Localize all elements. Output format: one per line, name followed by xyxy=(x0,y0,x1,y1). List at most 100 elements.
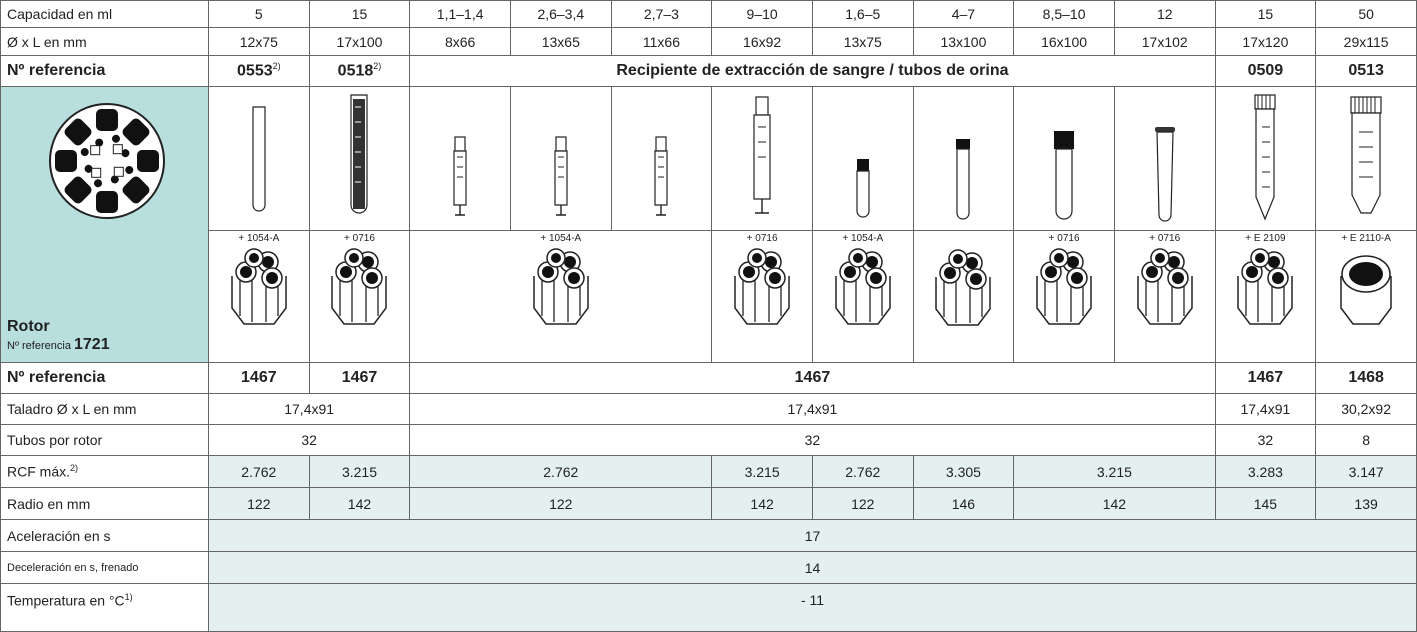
row-label: Taladro Ø x L en mm xyxy=(0,393,209,425)
bucket-cell: + 1054-A xyxy=(409,230,713,363)
tube-cell xyxy=(811,86,914,231)
value-cell: 1468 xyxy=(1315,362,1417,394)
value-cell: 1,1–1,4 xyxy=(409,0,511,28)
bucket-cell: + 1054-A xyxy=(208,230,310,363)
value-cell: 30,2x92 xyxy=(1315,393,1417,425)
bucket-illustration xyxy=(1136,248,1193,325)
row-label: Radio en mm xyxy=(0,487,209,520)
value-cell: 32 xyxy=(207,424,411,456)
table-row: Capacidad en ml 5 15 1,1–1,4 2,6–3,4 2,7–3 9–1… xyxy=(0,0,1417,28)
value-cell: 13x75 xyxy=(811,27,914,56)
tube-cell xyxy=(208,86,310,231)
tube-cell xyxy=(1113,86,1216,231)
tube-cell xyxy=(711,86,813,231)
value-cell: 17 xyxy=(208,519,1417,552)
bucket-cell: + 0716 xyxy=(1113,230,1216,363)
value-cell: 3.215 xyxy=(308,455,411,488)
bucket-illustration xyxy=(533,248,589,325)
value-cell: 3.215 xyxy=(711,455,813,488)
tube-cell xyxy=(1013,86,1115,231)
value-cell: 4–7 xyxy=(912,0,1015,28)
bucket-illustration xyxy=(835,248,891,325)
value-cell: 17,4x91 xyxy=(207,393,411,425)
rotor-title: Rotor xyxy=(7,318,50,335)
row-label: Ø x L en mm xyxy=(0,27,209,56)
row-label: Temperatura en °C1) xyxy=(0,583,209,632)
value-cell: 9–10 xyxy=(711,0,813,28)
reference-cell: 0513 xyxy=(1315,55,1417,87)
bucket-illustration xyxy=(734,248,790,325)
value-cell: 2.762 xyxy=(409,455,713,488)
table-row: Radio en mm 122 142 122 142 122 146 142 145 139 xyxy=(0,487,1417,520)
value-cell: 17x102 xyxy=(1113,27,1216,56)
rotor-cell: Rotor Nº referencia 1721 xyxy=(0,86,209,363)
value-cell: 139 xyxy=(1315,487,1417,520)
tube-illustration xyxy=(956,139,971,220)
adapter-label: + 1054-A xyxy=(540,233,582,244)
tube-illustration xyxy=(453,136,467,216)
row-label: Tubos por rotor xyxy=(0,424,209,456)
value-cell: 3.215 xyxy=(1013,455,1216,488)
reference-text: 0553 xyxy=(237,62,273,80)
reference-cell: 05182) xyxy=(308,55,411,87)
row-label-text: Radio en mm xyxy=(7,495,91,512)
value-cell: 3.147 xyxy=(1315,455,1417,488)
bucket-illustration xyxy=(331,248,388,325)
value-cell: 32 xyxy=(409,424,1216,456)
row-label-text: Capacidad en ml xyxy=(7,6,113,22)
tube-illustration xyxy=(1054,131,1075,220)
tube-illustration xyxy=(1350,96,1382,214)
row-label: Deceleración en s, frenado xyxy=(0,551,209,584)
value-cell: 12x75 xyxy=(208,27,310,56)
adapter-label: + E 2110-A xyxy=(1341,233,1391,244)
table-row: Deceleración en s, frenado 14 xyxy=(0,551,1417,584)
value-cell: 8 xyxy=(1315,424,1417,456)
table-row: Rotor Nº referencia 1721 xyxy=(0,86,1417,363)
reference-text: 0513 xyxy=(1348,62,1384,79)
value-cell: 50 xyxy=(1315,0,1417,28)
table-row: Nº referencia 05532) 05182) Recipiente de e… xyxy=(0,55,1417,87)
adapter-label: + 1054-A xyxy=(842,233,884,244)
value-cell: 1467 xyxy=(1214,362,1317,394)
value-cell: 3.305 xyxy=(912,455,1015,488)
tube-cell xyxy=(509,86,612,231)
bucket-cell xyxy=(912,230,1015,363)
bucket-cell: + 0716 xyxy=(711,230,813,363)
footnote-mark: 1) xyxy=(124,592,133,602)
value-cell: 142 xyxy=(1013,487,1216,520)
row-label: Nº referencia xyxy=(0,55,209,87)
value-cell: 2.762 xyxy=(811,455,914,488)
rotor-caption: Rotor Nº referencia 1721 xyxy=(7,318,110,354)
tube-cell xyxy=(308,86,411,231)
rotor-illustration xyxy=(49,103,165,219)
table-row: Temperatura en °C1) - 11 xyxy=(0,583,1417,632)
adapter-label-empty xyxy=(914,233,1013,245)
adapter-label: + 1054-A xyxy=(238,233,280,244)
tube-cell xyxy=(1214,86,1317,231)
value-cell: 122 xyxy=(208,487,310,520)
footnote-mark: 2) xyxy=(70,463,79,474)
row-label: RCF máx.2) xyxy=(0,455,209,488)
value-cell: 1467 xyxy=(208,362,310,394)
reference-cell: 05532) xyxy=(208,55,310,87)
bucket-cell: + E 2110-A xyxy=(1315,230,1417,363)
tube-illustration xyxy=(350,94,369,214)
value-cell: 16x92 xyxy=(711,27,813,56)
value-cell: 142 xyxy=(711,487,813,520)
adapter-label: + E 2109 xyxy=(1245,233,1286,244)
tube-illustration xyxy=(554,136,568,216)
bucket-cell: + 1054-A xyxy=(811,230,914,363)
row-label-text: Temperatura en °C xyxy=(7,592,125,609)
tube-cell xyxy=(1315,86,1417,231)
value-cell: 122 xyxy=(409,487,713,520)
value-cell: 13x100 xyxy=(912,27,1015,56)
row-label: Nº referencia xyxy=(0,362,209,394)
value-cell: 17,4x91 xyxy=(1214,393,1317,425)
bucket-cell: + 0716 xyxy=(1013,230,1115,363)
tube-illustration xyxy=(753,96,771,214)
value-cell: 17x100 xyxy=(308,27,411,56)
value-cell: 15 xyxy=(308,0,411,28)
value-cell: 17x120 xyxy=(1214,27,1317,56)
